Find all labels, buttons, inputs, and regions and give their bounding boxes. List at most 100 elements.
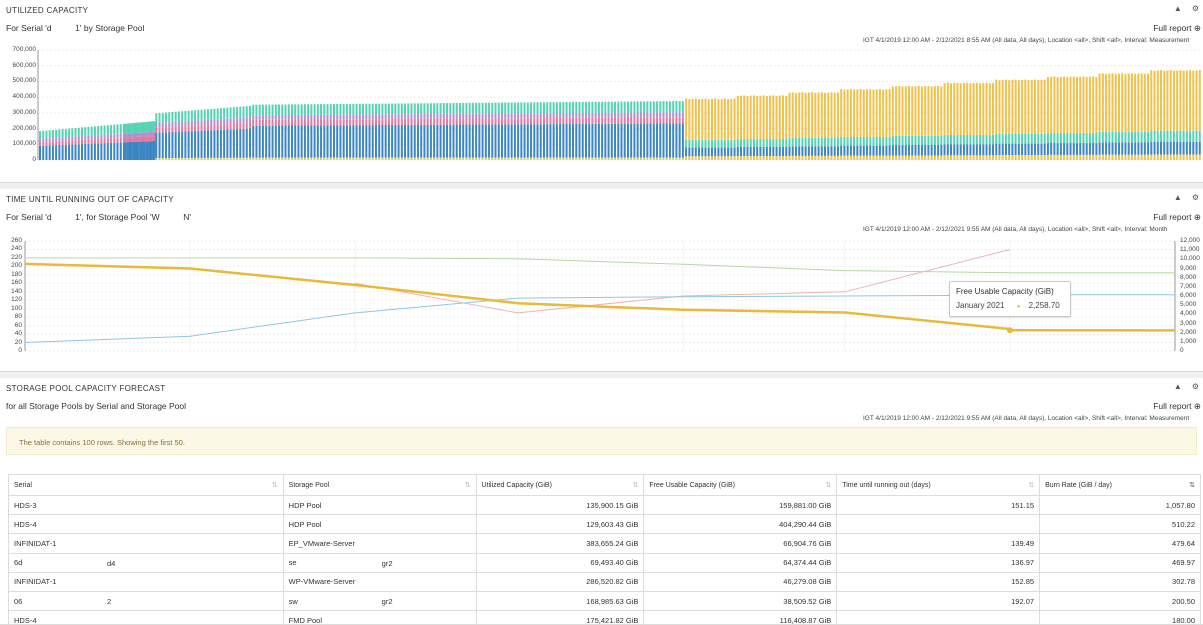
bar-segment-yellow: [992, 83, 995, 135]
bar-segment-pink: [552, 118, 555, 125]
bar-segment-yellowlow: [1069, 154, 1072, 160]
burn-rate-cell-text: 302.78: [1172, 577, 1195, 587]
bar-segment-yellowlow: [436, 157, 439, 160]
bar-segment-blue: [668, 123, 671, 158]
free-cell-text: 46,279.08 GiB: [783, 577, 832, 587]
bar-segment-yellowlow: [1063, 154, 1066, 160]
full-report-link[interactable]: Full report ⊕: [1153, 212, 1201, 223]
collapse-icon[interactable]: ▲: [1173, 4, 1182, 13]
sort-icon[interactable]: ⇅: [1189, 482, 1195, 489]
bar-segment-pink: [530, 118, 533, 125]
bar-segment-yellowlow: [404, 157, 407, 160]
bar-segment-yellowlow: [307, 157, 310, 160]
column-header[interactable]: Storage Pool ⇅: [282, 474, 477, 496]
bar-segment-teal: [914, 135, 917, 145]
bar-segment-blue: [998, 143, 1001, 156]
bar-segment-pink: [426, 118, 429, 125]
column-header[interactable]: Burn Rate (GiB / day) ⇅: [1039, 474, 1201, 496]
bar-segment-blue: [378, 125, 381, 158]
full-report-link[interactable]: Full report ⊕: [1153, 401, 1201, 412]
bar-segment-pink: [400, 118, 403, 125]
bar-segment-teal: [581, 101, 584, 113]
table-row[interactable]: HDS-4 HDP Pool 129,603.43 GiB 404,290.44 Gi…: [8, 514, 1201, 535]
bar-segment-teal: [161, 112, 164, 123]
bar-segment-pink: [336, 119, 339, 126]
bar-segment-blue: [908, 144, 911, 156]
collapse-icon[interactable]: ▲: [1173, 193, 1182, 202]
bar-segment-yellowlow: [1014, 155, 1017, 160]
table-row[interactable]: 06 2 sw gr2 168,985.63 GiB 38,509.52 GiB 192.0…: [8, 590, 1201, 612]
column-header[interactable]: Free Usable Capacity (GiB) ⇅: [643, 474, 838, 496]
sort-icon[interactable]: ⇅: [1028, 482, 1035, 489]
bar-segment-yellowlow: [749, 156, 752, 160]
table-row[interactable]: HDS-3 HDP Pool 135,900.15 GiB 159,881.00 Gi…: [8, 494, 1201, 516]
bar-segment-yellowlow: [869, 155, 872, 160]
collapse-icon[interactable]: ▲: [1173, 382, 1182, 391]
bar-segment-yellowlow: [439, 157, 442, 160]
bar-segment-blue: [914, 144, 917, 156]
bar-segment-teal: [368, 103, 371, 115]
bar-segment-blue: [588, 123, 591, 158]
bar-segment-yellowlow: [1008, 155, 1011, 160]
bar-segment-purple: [420, 114, 423, 119]
bar-segment-yellow: [1185, 70, 1188, 131]
full-report-link[interactable]: Full report ⊕: [1153, 23, 1201, 34]
sort-icon[interactable]: ⇅: [632, 482, 639, 489]
bar-segment-blue: [1085, 143, 1088, 155]
bar-segment-purple: [659, 112, 662, 118]
sort-icon[interactable]: ⇅: [464, 482, 471, 489]
bar-segment-pink: [520, 118, 523, 125]
table-row[interactable]: HDS-4 FMD Pool 175,421.82 GiB 116,408.87 Gi…: [8, 610, 1201, 625]
bar-segment-teal: [733, 139, 736, 148]
bar-segment-yellow: [998, 80, 1001, 134]
bar-segment-yellow: [1043, 79, 1046, 134]
gear-icon[interactable]: ⚙: [1191, 382, 1199, 391]
bar-segment-teal: [1079, 132, 1082, 144]
bar-segment-blue: [759, 146, 762, 157]
bar-segment-pink: [332, 119, 335, 126]
gear-icon[interactable]: ⚙: [1191, 193, 1199, 202]
table-row[interactable]: INFINIDAT-1 WP-VMware-Server 286,520.82 Gi…: [8, 571, 1201, 592]
bar-segment-blue: [132, 141, 137, 160]
panel-subtitle: For Serial 'd 1' by Storage Pool: [6, 23, 145, 33]
bar-segment-yellowlow: [966, 155, 969, 160]
bar-segment-blue: [423, 124, 426, 158]
bar-segment-pink: [568, 117, 571, 124]
bar-segment-blue: [194, 130, 197, 158]
bar-segment-yellow: [946, 82, 949, 135]
bar-segment-purple: [672, 112, 675, 118]
bar-segment-yellowlow: [323, 157, 326, 160]
sort-icon[interactable]: ⇅: [825, 482, 832, 489]
bar-segment-yellowlow: [943, 155, 946, 160]
sort-icon[interactable]: ⇅: [271, 482, 278, 489]
bar-segment-teal: [594, 101, 597, 113]
table-row[interactable]: 6d d4 se gr2 69,493.40 GiB 64,374.44 GiB 136.9…: [8, 552, 1201, 573]
bar-segment-blue: [727, 147, 730, 157]
bar-segment-pink: [633, 117, 636, 124]
bar-segment-pink: [394, 118, 397, 125]
column-header[interactable]: Time until running out (days) ⇅: [836, 474, 1041, 496]
bar-segment-teal: [1101, 131, 1104, 143]
bar-segment-pink: [672, 117, 675, 124]
table-row[interactable]: INFINIDAT-1 EP_VMware-Server 383,655.24 Gi…: [8, 533, 1201, 554]
bar-segment-blue: [1069, 143, 1072, 155]
bar-segment-blue: [617, 123, 620, 158]
bar-segment-purple: [100, 135, 103, 139]
bar-segment-blue: [113, 142, 116, 160]
bar-segment-teal: [814, 138, 817, 147]
bar-segment-blue: [145, 141, 149, 160]
bar-segment-yellow: [924, 86, 927, 136]
column-header[interactable]: Serial ⇅: [8, 474, 284, 496]
bar-segment-teal: [1105, 131, 1108, 143]
gear-icon[interactable]: ⚙: [1191, 4, 1199, 13]
bar-segment-teal: [785, 139, 788, 147]
bar-segment-yellow: [1127, 73, 1130, 132]
bar-segment-yellowlow: [814, 155, 817, 160]
bar-segment-purple: [203, 119, 206, 126]
column-header[interactable]: Utilized Capacity (GiB) ⇅: [475, 474, 645, 496]
y-tick-label-right: 12,000: [1180, 237, 1200, 244]
bar-segment-blue: [245, 128, 248, 158]
bar-segment-yellowlow: [1130, 154, 1133, 160]
bar-segment-yellowlow: [578, 157, 581, 160]
bar-segment-blue: [581, 123, 584, 158]
